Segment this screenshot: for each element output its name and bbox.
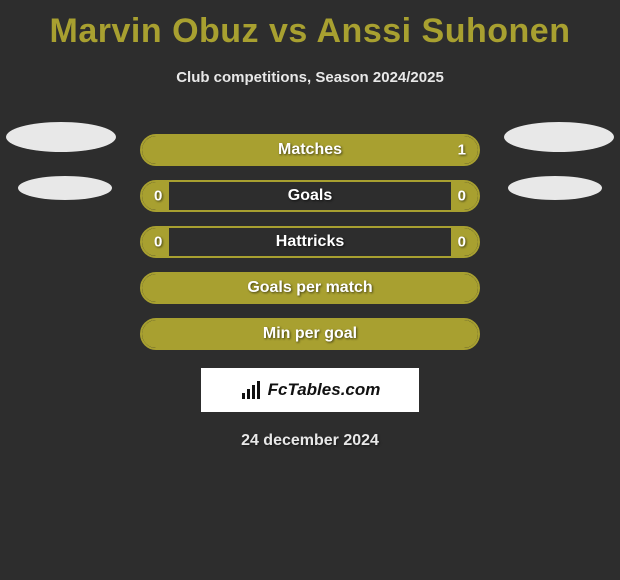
stat-right-value: 0 [458, 188, 466, 205]
stat-left-value: 0 [154, 234, 162, 251]
stat-row: Goals 0 0 [140, 180, 480, 212]
stat-label: Matches [278, 141, 342, 159]
player-photo-placeholder [6, 122, 116, 152]
stat-row: Matches 1 [140, 134, 480, 166]
stat-label: Min per goal [263, 325, 357, 343]
stat-right-value: 0 [458, 234, 466, 251]
stat-right-value: 1 [458, 142, 466, 159]
stats-wrapper: Matches 1 Goals 0 0 Hattricks 0 0 Goals per matc… [0, 134, 620, 350]
player-photo-placeholder [18, 176, 112, 200]
subtitle: Club competitions, Season 2024/2025 [176, 69, 444, 86]
stat-label: Goals [288, 187, 332, 205]
brand-text: FcTables.com [268, 380, 381, 400]
page-title: Marvin Obuz vs Anssi Suhonen [50, 12, 571, 51]
stat-label: Hattricks [276, 233, 344, 251]
infographic-root: Marvin Obuz vs Anssi Suhonen Club compet… [0, 0, 620, 450]
stat-row: Hattricks 0 0 [140, 226, 480, 258]
brand-box: FcTables.com [201, 368, 419, 412]
stat-left-value: 0 [154, 188, 162, 205]
stat-row: Min per goal [140, 318, 480, 350]
player-photo-placeholder [508, 176, 602, 200]
date-text: 24 december 2024 [241, 432, 379, 450]
stat-row: Goals per match [140, 272, 480, 304]
player-photo-placeholder [504, 122, 614, 152]
bar-chart-icon [240, 379, 262, 401]
stat-label: Goals per match [247, 279, 372, 297]
